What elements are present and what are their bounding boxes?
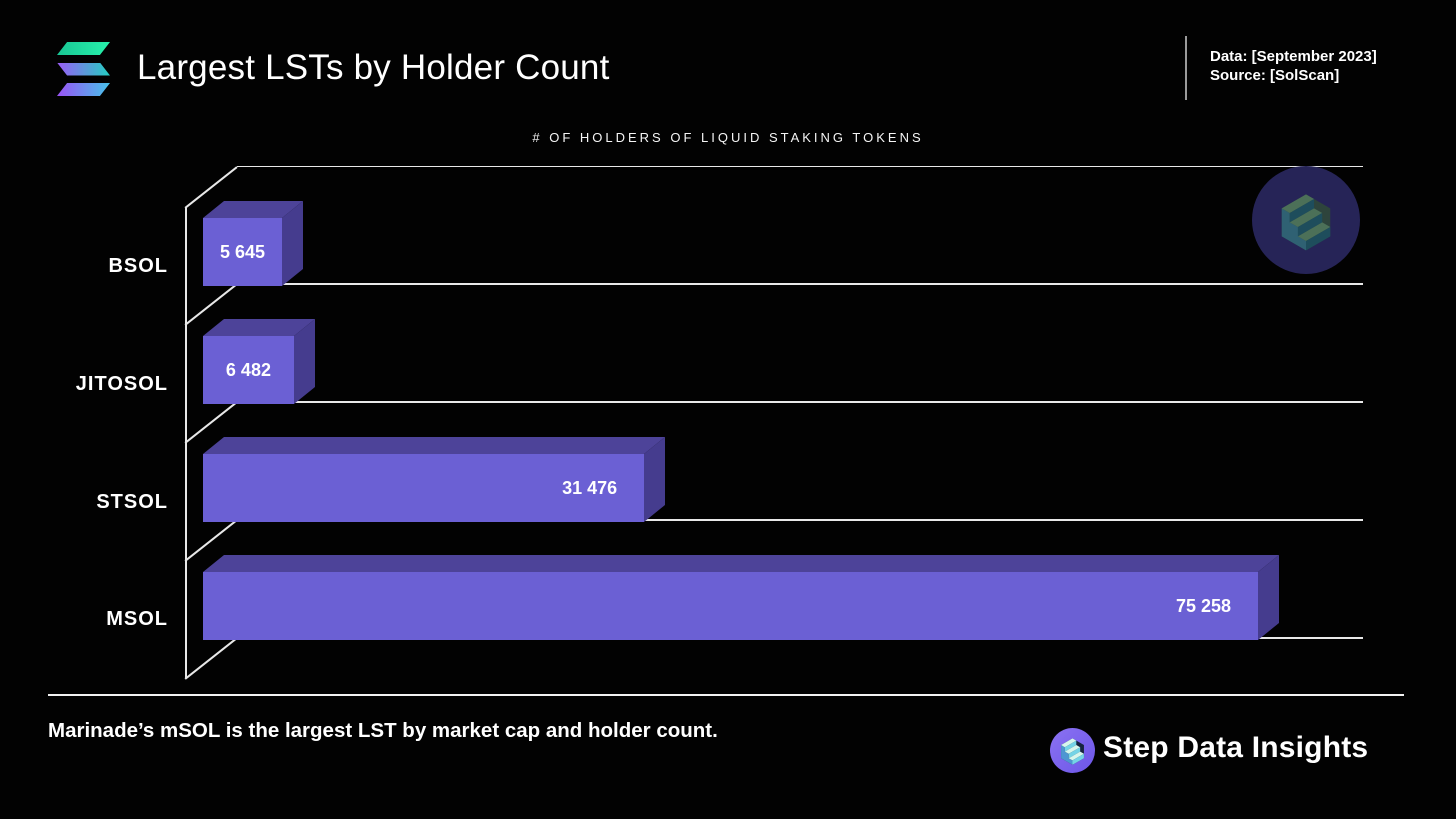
bar-front-face: 5 645 [203,218,283,286]
bar-front-face: 31 476 [203,454,645,522]
bar-value-label: 75 258 [1175,595,1231,616]
bar-side-face [1258,554,1279,640]
solana-logo-icon [57,42,110,96]
bar-side-face [282,200,304,286]
bar-top-face [203,555,1279,572]
page-title: Largest LSTs by Holder Count [137,48,610,87]
category-label-bsol: BSOL [108,255,168,277]
axis-depth-line [184,637,238,680]
step-watermark [1252,166,1360,274]
chart-top-line [237,165,1363,167]
solana-bar-top [57,42,110,55]
row-baseline [237,519,1363,521]
category-label-stsol: STSOL [96,491,168,513]
step-steps-icon [1061,738,1084,765]
bar-side-face [644,436,666,522]
row-baseline [237,401,1363,403]
chart-caption: Marinade’s mSOL is the largest LST by ma… [48,719,718,742]
solana-bar-middle [57,62,110,76]
step-logo-badge [1050,728,1095,773]
bar-value-label: 31 476 [562,477,618,498]
bar-front-face: 6 482 [203,336,294,404]
category-label-jitosol: JITOSOL [75,373,168,395]
solana-bar-bottom [57,83,110,96]
step-steps-icon [1281,194,1331,251]
chart-title: # OF HOLDERS OF LIQUID STAKING TOKENS [532,130,924,145]
data-source-block: Data: [September 2023] Source: [SolScan] [1210,47,1377,85]
source-label: Source: [SolScan] [1210,67,1340,84]
brand-name: Step Data Insights [1103,731,1369,764]
category-label-msol: MSOL [106,608,168,630]
header-separator [1185,36,1187,100]
bar-value-label: 5 645 [220,241,266,262]
data-period-label: Data: [September 2023] [1210,48,1377,65]
footer-divider [48,694,1404,696]
bar-value-label: 6 482 [225,359,271,380]
row-baseline [237,283,1363,285]
bar-top-face [203,437,666,454]
bar-front-face: 75 258 [203,572,1258,640]
